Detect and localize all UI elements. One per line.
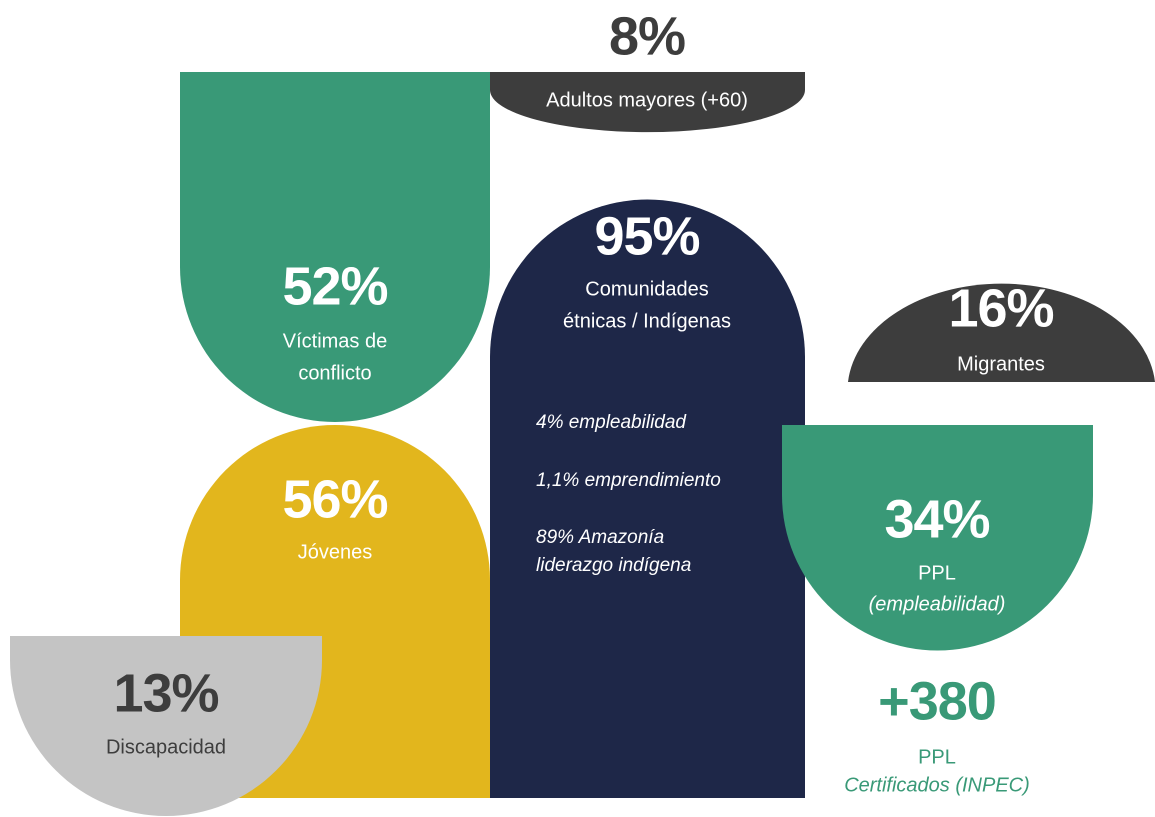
label: Jóvenes — [298, 541, 373, 563]
label: PPL — [918, 746, 956, 768]
value: +380 — [878, 671, 996, 731]
value: 56% — [282, 469, 387, 529]
label: (empleabilidad) — [869, 593, 1006, 615]
detail: 4% empleabilidad — [536, 412, 687, 433]
label: Migrantes — [957, 353, 1045, 375]
value: 34% — [884, 489, 989, 549]
label: Adultos mayores (+60) — [546, 89, 748, 111]
value: 13% — [113, 663, 218, 723]
value: 95% — [594, 206, 699, 266]
label: Comunidades — [585, 278, 708, 300]
migrants-shape — [848, 283, 1155, 382]
victims-shape — [180, 72, 490, 422]
ethnic-shape — [490, 199, 805, 798]
detail: 89% Amazonía — [536, 527, 664, 548]
label: conflicto — [298, 362, 371, 384]
label: Certificados (INPEC) — [844, 774, 1030, 796]
label: Discapacidad — [106, 736, 226, 758]
value: 52% — [282, 256, 387, 316]
detail: 1,1% emprendimiento — [536, 470, 721, 491]
ppl-shape — [782, 425, 1093, 651]
value: 16% — [948, 278, 1053, 338]
label: étnicas / Indígenas — [563, 310, 731, 332]
label: PPL — [918, 562, 956, 584]
label: Víctimas de — [283, 330, 387, 352]
disability-shape — [10, 636, 322, 816]
value: 8% — [609, 6, 685, 66]
detail: liderazgo indígena — [536, 555, 691, 576]
elderly-shape — [490, 72, 805, 133]
